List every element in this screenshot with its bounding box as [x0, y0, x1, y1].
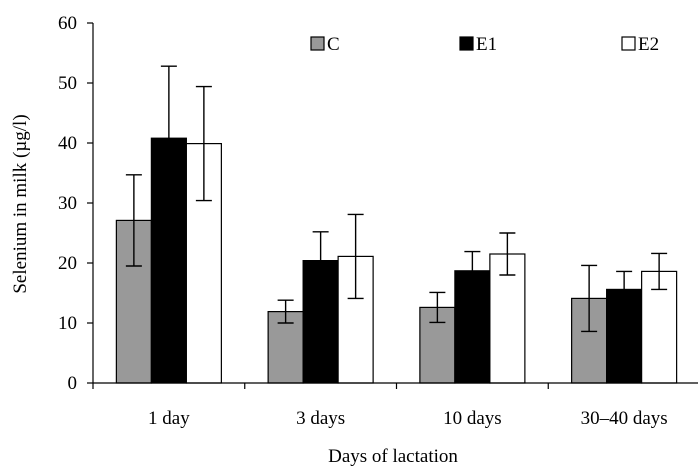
legend: C E1 E2 — [310, 34, 659, 55]
y-tick-label: 20 — [58, 253, 77, 274]
legend-swatch-e1 — [459, 36, 474, 51]
y-tick-label: 0 — [68, 373, 78, 394]
y-tick-label: 30 — [58, 193, 77, 214]
y-axis-title: Selenium in milk (µg/l) — [10, 114, 31, 293]
axes-layer: 0 10 20 30 40 50 60 1 day 3 days 10 days 30–40 day… — [58, 13, 698, 429]
legend-swatch-c — [310, 36, 325, 51]
y-tick-label: 40 — [58, 133, 77, 154]
legend-label-c: C — [327, 34, 340, 55]
y-tick-label: 10 — [58, 313, 77, 334]
y-tick-label: 60 — [58, 13, 77, 34]
error-bars-layer — [125, 65, 668, 333]
x-axis-title: Days of lactation — [328, 446, 458, 467]
legend-label-e2: E2 — [638, 34, 659, 55]
legend-label-e1: E1 — [476, 34, 497, 55]
bars-layer — [115, 137, 678, 384]
legend-swatch-e2 — [621, 36, 636, 51]
x-tick-label: 30–40 days — [581, 408, 668, 429]
x-tick-label: 10 days — [443, 408, 502, 429]
y-tick-label: 50 — [58, 73, 77, 94]
x-tick-label: 3 days — [296, 408, 345, 429]
x-tick-label: 1 day — [148, 408, 190, 429]
